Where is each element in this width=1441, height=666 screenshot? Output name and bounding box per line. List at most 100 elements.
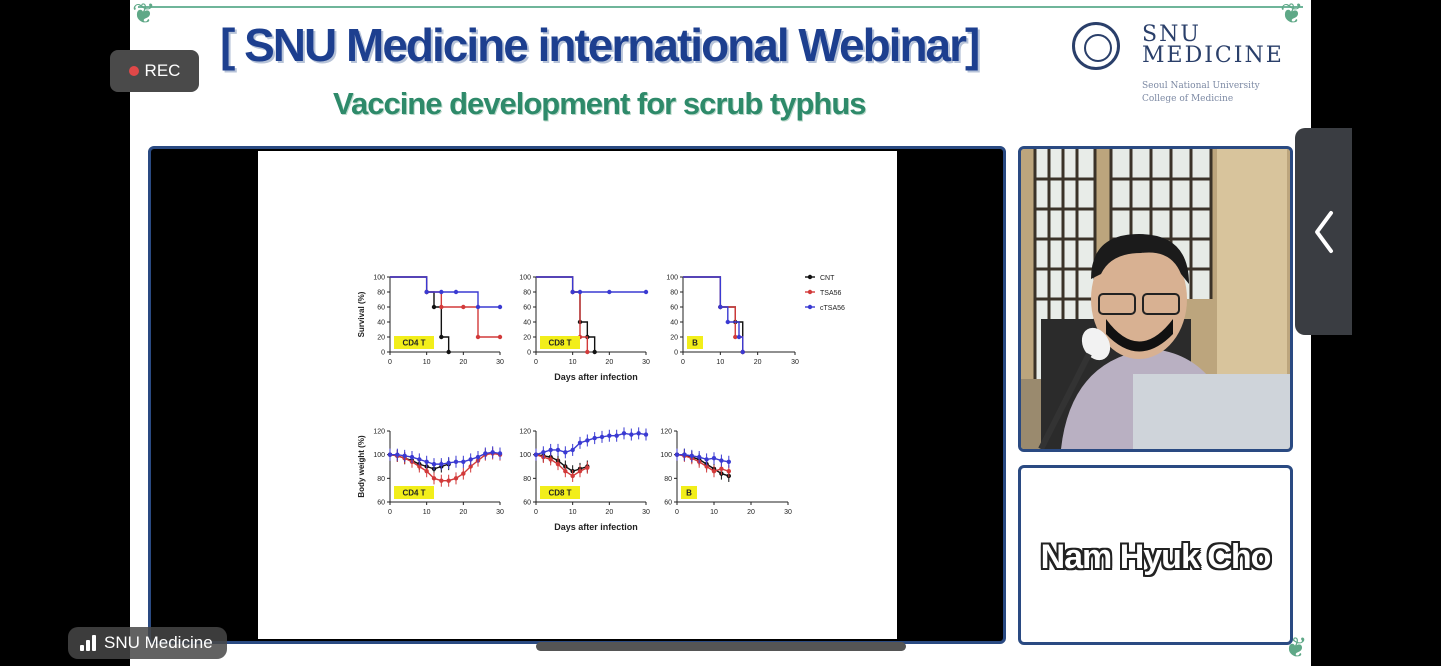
home-indicator[interactable]	[536, 642, 906, 651]
panel-tag	[681, 486, 697, 499]
y-tick-label: 100	[666, 275, 678, 282]
data-point-cTSA56	[483, 451, 488, 456]
series-line-cTSA56	[535, 432, 647, 456]
x-axis-label: Days after infection	[554, 372, 638, 382]
panel-tag	[394, 486, 434, 499]
data-point-cTSA56	[461, 459, 466, 464]
corner-ornament-top-left: ❦	[132, 0, 156, 30]
data-point-cTSA56	[424, 289, 429, 295]
corner-ornament-top-right: ❦	[1280, 0, 1304, 30]
rec-indicator[interactable]: REC	[110, 50, 199, 92]
y-axis-label: Body weight (%)	[357, 435, 366, 498]
panel-tag	[540, 336, 580, 349]
panel-tag-label: CD4 T	[402, 489, 425, 498]
data-point-cTSA56	[533, 452, 539, 457]
chart-panel-5: 60 80 100 120 0 10 20 30 Days after infection CD8…	[519, 427, 650, 532]
data-point-cTSA56	[395, 452, 400, 457]
data-point-cTSA56	[607, 433, 612, 438]
data-point-TSA56	[475, 334, 481, 340]
y-tick-label: 0	[674, 350, 678, 357]
record-dot-icon	[128, 66, 139, 76]
data-point-cTSA56	[490, 450, 495, 455]
y-tick-label: 60	[523, 500, 531, 507]
host-label[interactable]: SNU Medicine	[68, 627, 227, 659]
y-tick-label: 60	[377, 305, 385, 312]
data-point-TSA56	[704, 464, 709, 469]
chart-panel-2: 0 20 40 60 80 100 0 10 20 30 Days after infection C…	[519, 275, 650, 383]
legend-swatch-TSA56	[807, 289, 813, 295]
x-tick-label: 10	[716, 359, 724, 366]
slide-border-top	[138, 6, 1303, 8]
data-point-cTSA56	[541, 450, 546, 455]
data-point-cTSA56	[570, 289, 575, 295]
data-point-cTSA56	[719, 458, 724, 463]
data-point-cTSA56	[643, 289, 649, 295]
signal-bars-icon	[80, 635, 96, 651]
data-point-cTSA56	[497, 451, 503, 456]
data-point-cTSA56	[577, 289, 583, 295]
x-tick-label: 20	[605, 359, 613, 366]
data-point-cTSA56	[726, 459, 731, 464]
x-tick-label: 0	[681, 359, 685, 366]
legend-swatch-cTSA56	[807, 304, 813, 310]
logo-sub-2: College of Medicine	[1142, 94, 1234, 104]
data-point-TSA56	[548, 457, 553, 462]
x-tick-label: 20	[605, 509, 613, 516]
y-tick-label: 80	[670, 290, 678, 297]
university-seal-icon	[1072, 22, 1120, 70]
legend-swatch-CNT	[807, 274, 813, 280]
data-point-TSA56	[711, 469, 717, 474]
data-point-cTSA56	[409, 454, 415, 460]
chart-panel-1: 0 20 40 60 80 100 0 10 20 30 Survival (%) CD4 T	[357, 275, 504, 367]
x-tick-label: 0	[534, 509, 538, 516]
data-point-TSA56	[497, 334, 503, 340]
data-point-TSA56	[577, 469, 583, 474]
data-point-cTSA56	[453, 289, 459, 295]
y-tick-label: 80	[523, 476, 531, 483]
data-point-cTSA56	[614, 433, 619, 438]
data-point-cTSA56	[468, 457, 473, 462]
data-point-cTSA56	[439, 289, 444, 295]
rec-label: REC	[144, 61, 181, 80]
data-point-TSA56	[570, 473, 575, 479]
logo-sub-1: Seoul National University	[1142, 81, 1260, 91]
data-point-cTSA56	[599, 434, 605, 440]
data-point-TSA56	[431, 476, 437, 481]
data-point-TSA56	[726, 469, 731, 474]
data-point-cTSA56	[740, 349, 745, 355]
logo-line-2: MEDICINE	[1142, 43, 1284, 68]
data-point-cTSA56	[682, 452, 687, 457]
slide-subtitle: Vaccine development for scrub typhus	[333, 86, 866, 121]
data-point-cTSA56	[636, 431, 641, 436]
panel-tag	[540, 486, 580, 499]
data-point-TSA56	[468, 464, 473, 469]
y-tick-label: 20	[377, 335, 385, 342]
data-point-cTSA56	[697, 454, 702, 460]
side-panel-toggle[interactable]	[1295, 128, 1352, 335]
data-point-TSA56	[439, 478, 444, 483]
x-tick-label: 0	[388, 509, 392, 516]
data-point-cTSA56	[689, 453, 694, 459]
data-point-cTSA56	[736, 334, 742, 340]
y-tick-label: 80	[377, 476, 385, 483]
y-tick-label: 100	[660, 452, 672, 459]
series-line-cTSA56	[390, 451, 501, 465]
chart-panel-4: 60 80 100 120 0 10 20 30 Body weight (%) CD4 T	[357, 429, 504, 517]
data-point-cTSA56	[431, 461, 437, 467]
logo-subtext: Seoul National University College of Med…	[1142, 80, 1260, 106]
chevron-left-icon	[1314, 210, 1333, 253]
data-point-cTSA56	[725, 319, 730, 325]
data-point-cTSA56	[402, 453, 407, 459]
panel-tag-label: B	[692, 339, 698, 348]
y-tick-label: 100	[519, 275, 531, 282]
data-point-cTSA56	[643, 432, 649, 437]
data-point-TSA56	[417, 464, 422, 469]
data-point-cTSA56	[497, 304, 503, 310]
panel-tag-label: B	[686, 489, 692, 498]
x-tick-label: 30	[496, 359, 504, 366]
y-tick-label: 20	[670, 335, 678, 342]
y-tick-label: 40	[670, 320, 678, 327]
y-tick-label: 80	[664, 476, 672, 483]
data-point-cTSA56	[548, 447, 553, 453]
y-tick-label: 120	[660, 429, 672, 436]
